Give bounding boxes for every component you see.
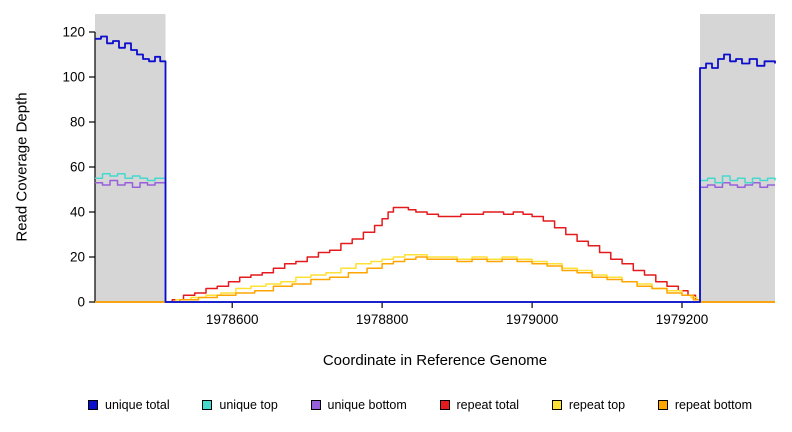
y-tick-label: 120 (62, 25, 85, 40)
legend-label: unique total (105, 398, 170, 412)
y-tick-label: 20 (70, 250, 85, 265)
y-tick-label: 60 (70, 160, 85, 175)
legend: unique total unique top unique bottom repea… (88, 398, 752, 412)
x-tick-label: 1979200 (656, 312, 709, 327)
shaded-flank-region (700, 14, 775, 302)
legend-label: unique top (219, 398, 278, 412)
x-tick-label: 1978800 (356, 312, 409, 327)
y-tick-label: 0 (77, 295, 85, 310)
x-axis-title: Coordinate in Reference Genome (322, 352, 548, 369)
legend-item-unique-total: unique total (88, 398, 170, 412)
series-repeat-bottom (95, 256, 775, 303)
legend-item-repeat-top: repeat top (551, 398, 626, 412)
legend-item-repeat-total: repeat total (439, 398, 520, 412)
legend-item-unique-top: unique top (202, 398, 278, 412)
y-axis-title: Read Coverage Depth (13, 92, 31, 242)
legend-label: repeat top (568, 398, 626, 412)
legend-label: repeat total (456, 398, 520, 412)
legend-item-unique-bottom: unique bottom (310, 398, 407, 412)
series-repeat-top (95, 254, 775, 303)
legend-swatch (310, 400, 321, 410)
legend-swatch (202, 400, 213, 410)
legend-swatch (657, 400, 668, 410)
legend-swatch (551, 400, 562, 410)
legend-label: unique bottom (327, 398, 407, 412)
series-unique-bottom (95, 179, 775, 303)
legend-item-repeat-bottom: repeat bottom (657, 398, 752, 412)
legend-label: repeat bottom (674, 398, 752, 412)
series-repeat-total (95, 206, 775, 303)
legend-swatch (88, 400, 98, 410)
y-tick-label: 80 (70, 115, 85, 130)
series-unique-total (95, 35, 776, 303)
x-tick-label: 1979000 (506, 312, 559, 327)
series-unique-top (95, 173, 776, 303)
y-tick-label: 40 (70, 205, 85, 220)
legend-swatch (439, 400, 450, 410)
x-tick-label: 1978600 (206, 312, 259, 327)
y-tick-label: 100 (62, 70, 85, 85)
